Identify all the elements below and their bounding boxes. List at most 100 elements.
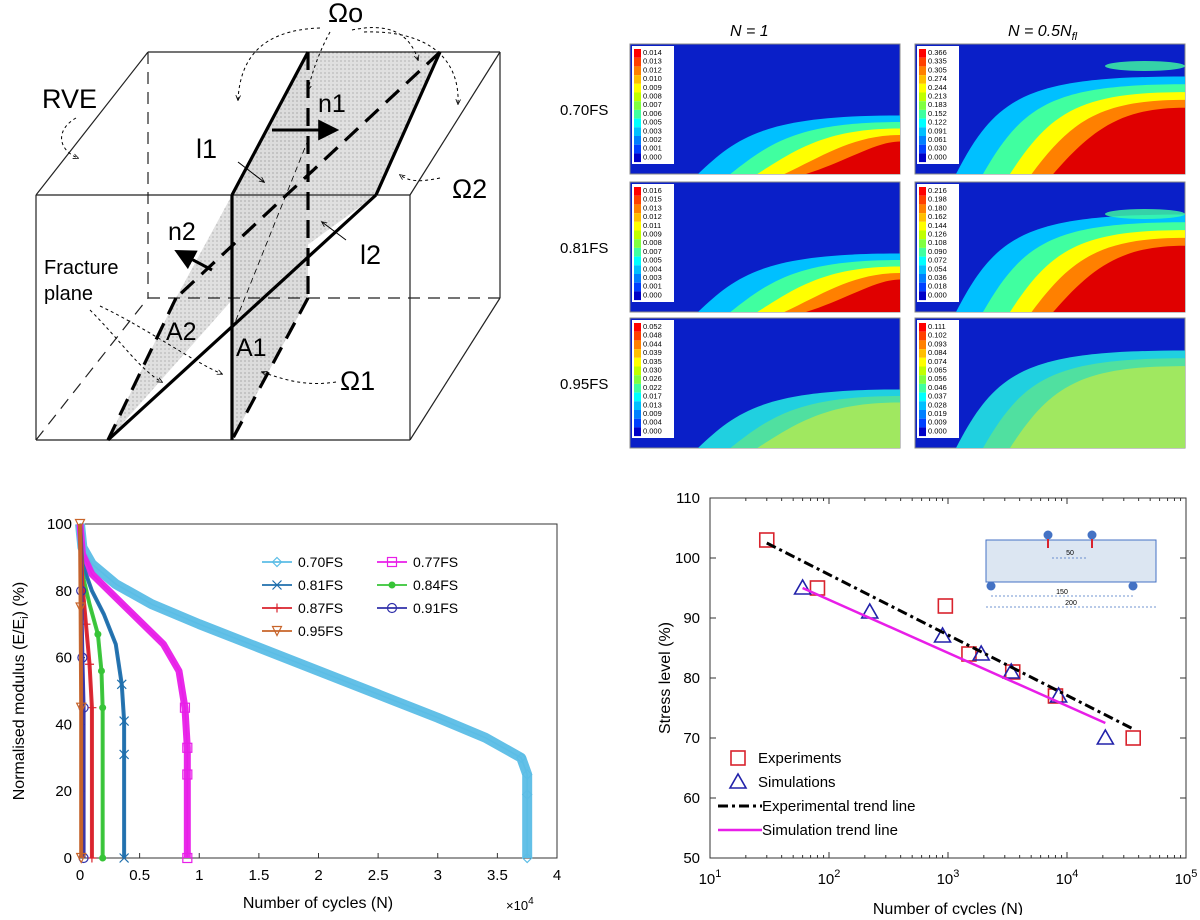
modulus-x-tick: 0.5 <box>129 867 150 884</box>
sn-simulation-point <box>728 772 748 789</box>
rve-label: RVE <box>42 84 97 114</box>
modulus-marker <box>75 702 87 714</box>
contour-legend-value: 0.244 <box>928 83 947 92</box>
sn-trend-line <box>766 541 1134 731</box>
contour-legend-value: 0.008 <box>643 92 662 101</box>
contour-legend-value: 0.072 <box>928 256 947 265</box>
sn-series-1 <box>793 578 1115 745</box>
contour-legend-value: 0.048 <box>643 331 662 340</box>
modulus-legend-label: 0.77FS <box>413 554 458 570</box>
modulus-marker <box>87 703 97 713</box>
contour-legend-value: 0.065 <box>928 366 947 375</box>
contour-legend-value: 0.013 <box>643 400 662 409</box>
contour-legend-value: 0.001 <box>643 282 662 291</box>
modulus-y-tick: 0 <box>64 850 72 867</box>
contour-legend-value: 0.026 <box>643 374 662 383</box>
modulus-x-tick: 0 <box>76 867 84 884</box>
modulus-marker <box>74 518 86 530</box>
sn-legend-label: Simulations <box>758 774 836 791</box>
n2-label: n2 <box>168 218 196 246</box>
modulus-x-tick: 1.5 <box>248 867 269 884</box>
modulus-marker <box>521 769 533 780</box>
omega-1-label: Ω1 <box>340 366 375 396</box>
modulus-marker <box>521 852 533 864</box>
sn-legend-label: Experimental trend line <box>762 798 915 815</box>
contour-legend-value: 0.108 <box>928 238 947 247</box>
contour-legend-value: 0.039 <box>643 348 662 357</box>
contour-legend-value: 0.009 <box>643 230 662 239</box>
contour-row-label: 0.95FS <box>560 376 608 393</box>
contour-legend-value: 0.028 <box>928 400 947 409</box>
modulus-marker <box>182 742 193 753</box>
sn-simulation-point <box>793 578 812 595</box>
load-point-left <box>1043 530 1053 540</box>
modulus-marker <box>515 752 527 764</box>
contour-legend-value: 0.002 <box>643 135 662 144</box>
rve-box <box>35 51 501 441</box>
l1-label: l1 <box>196 134 217 164</box>
modulus-x-multiplier: ×104 <box>506 896 534 913</box>
contour-map: 0.1110.1020.0930.0840.0740.0650.0560.046… <box>914 317 1186 449</box>
contour-legend-value: 0.003 <box>643 126 662 135</box>
contour-legend-value: 0.012 <box>643 212 662 221</box>
leader-arrows <box>61 27 459 385</box>
contour-legend-value: 0.017 <box>643 392 662 401</box>
contour-legend-value: 0.018 <box>928 282 947 291</box>
sn-experiment-point <box>730 750 746 766</box>
modulus-marker <box>75 852 87 864</box>
sn-x-tick: 102 <box>818 868 841 888</box>
modulus-series-0.81FS <box>78 523 130 863</box>
n2-arrow <box>174 250 213 272</box>
modulus-legend-label: 0.91FS <box>413 600 458 616</box>
dim-200: 200 <box>1065 600 1077 607</box>
contour-legend-value: 0.004 <box>643 264 662 273</box>
sn-x-tick: 103 <box>937 868 960 888</box>
contour-legend-value: 0.014 <box>643 48 662 57</box>
contour-legend-value: 0.213 <box>928 92 947 101</box>
col-header-2: N = 0.5Nfl <box>1008 23 1078 43</box>
l1-pointer <box>237 161 264 182</box>
beam-inset: 50 150 200 <box>985 530 1157 608</box>
contour-legend-value: 0.000 <box>643 152 662 161</box>
modulus-marker <box>75 602 87 614</box>
modulus-legend: 0.70FS 0.77FS 0.81FS 0.84FS 0.87FS 0.91FS 0.95… <box>262 554 458 639</box>
load-point-right <box>1087 530 1097 540</box>
contour-legend-value: 0.074 <box>928 357 947 366</box>
sn-simulation-point <box>1001 662 1021 679</box>
modulus-legend-label: 0.95FS <box>298 623 343 639</box>
fracture-plane-1 <box>232 52 308 440</box>
contour-legend-value: 0.198 <box>928 195 947 204</box>
contour-legend-value: 0.093 <box>928 339 947 348</box>
contour-legend-value: 0.011 <box>643 221 661 230</box>
contour-legend-value: 0.061 <box>928 135 947 144</box>
contour-legend-value: 0.000 <box>928 426 947 435</box>
sn-y-tick: 50 <box>683 850 700 867</box>
contour-legend-value: 0.037 <box>928 392 947 401</box>
contour-legend-value: 0.000 <box>643 290 662 299</box>
sn-experiment-point <box>1004 664 1021 680</box>
sn-x-tick: 101 <box>699 868 722 888</box>
contour-legend-value: 0.013 <box>643 203 662 212</box>
modulus-x-tick: 4 <box>553 867 561 884</box>
omega-o-label: Ωo <box>328 0 363 28</box>
contour-map: 0.0140.0130.0120.0100.0090.0080.0070.006… <box>629 43 901 175</box>
contour-legend-value: 0.162 <box>928 212 947 221</box>
contour-legend-value: 0.052 <box>643 322 662 331</box>
sn-series-0 <box>758 532 1142 746</box>
contour-legend-value: 0.144 <box>928 221 947 230</box>
modulus-legend-item: 0.95FS <box>262 623 343 639</box>
contour-legend-value: 0.009 <box>928 418 947 427</box>
support-right <box>1128 581 1138 591</box>
sn-chart-panel: 101 102 103 104 105 50 60 70 80 90 100 110 Number o… <box>600 462 1200 918</box>
sn-trend-line <box>802 586 1106 725</box>
contour-legend-value: 0.035 <box>643 357 662 366</box>
sn-y-label: Stress level (%) <box>657 622 674 734</box>
modulus-x-tick: 2 <box>314 867 322 884</box>
modulus-legend-item: 0.81FS <box>262 577 343 593</box>
sn-y-tick: 110 <box>676 490 700 507</box>
contour-legend-value: 0.001 <box>643 144 662 153</box>
contour-legend-value: 0.016 <box>643 186 662 195</box>
intersection-line <box>231 139 309 331</box>
contour-legend-value: 0.335 <box>928 57 947 66</box>
contour-legend-value: 0.036 <box>928 273 947 282</box>
